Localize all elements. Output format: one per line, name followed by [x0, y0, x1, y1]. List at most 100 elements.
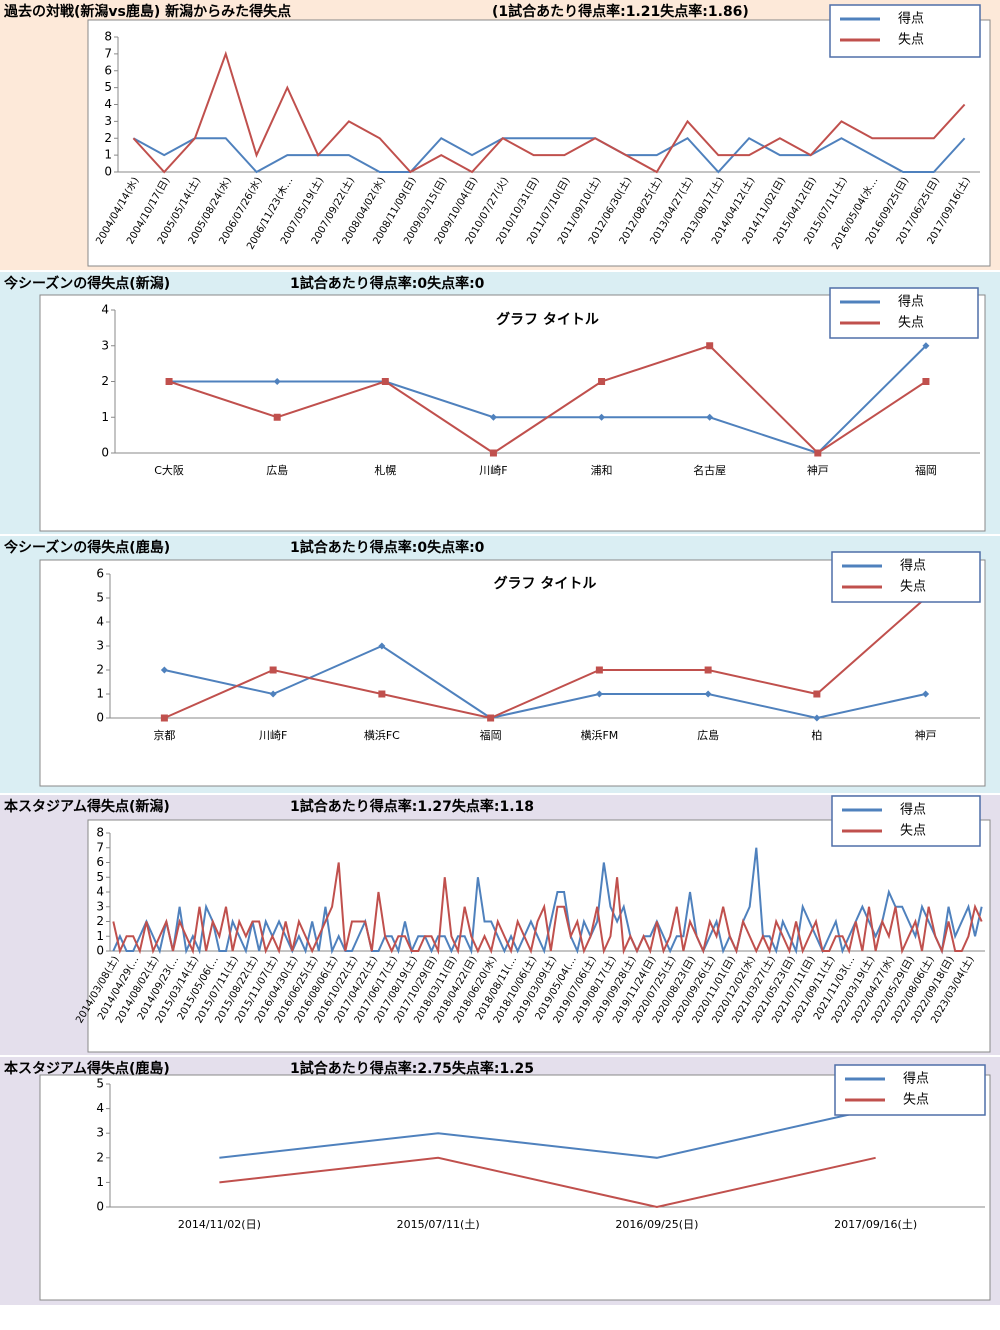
y-tick-label: 7	[96, 840, 104, 854]
y-tick-label: 4	[101, 303, 109, 317]
x-tick-label: 2017/09/16(土)	[834, 1218, 917, 1231]
section-title: 過去の対戦(新潟vs鹿島) 新潟からみた得失点	[3, 3, 291, 20]
legend-label: 失点	[903, 1093, 929, 1108]
y-tick-label: 2	[96, 663, 104, 677]
legend-label: 得点	[898, 294, 924, 310]
series-line	[219, 1156, 876, 1209]
rate-text: 1試合あたり得点率:2.75失点率:1.25	[290, 1060, 534, 1077]
x-tick-label: 京都	[153, 728, 175, 742]
y-tick-label: 1	[101, 410, 109, 424]
marker	[160, 714, 168, 722]
y-tick-label: 5	[96, 1077, 104, 1091]
x-tick-label: 横浜FM	[580, 728, 618, 742]
y-tick-label: 0	[96, 711, 104, 725]
marker	[269, 690, 277, 698]
x-tick-label: 神戸	[915, 728, 937, 742]
legend-label: 失点	[898, 33, 924, 48]
chart-area	[39, 559, 986, 787]
rate-text: 1試合あたり得点率:0失点率:0	[290, 275, 485, 292]
y-tick-label: 0	[96, 944, 104, 958]
section-title: 本スタジアム得失点(新潟)	[4, 798, 170, 815]
series-line	[219, 1107, 876, 1159]
section-title: 今シーズンの得失点(新潟)	[3, 275, 170, 292]
y-tick-label: 4	[96, 885, 104, 899]
series-line	[163, 597, 927, 720]
y-tick-label: 2	[104, 131, 112, 145]
marker	[813, 714, 821, 722]
marker	[273, 413, 281, 421]
y-tick-label: 2	[96, 1150, 104, 1164]
marker	[378, 690, 386, 698]
y-tick-label: 4	[96, 1101, 104, 1115]
legend-label: 得点	[900, 558, 926, 574]
legend	[829, 287, 979, 339]
chart-area	[39, 1074, 991, 1301]
rate-text: 1試合あたり得点率:0失点率:0	[290, 539, 485, 556]
marker	[378, 642, 386, 650]
x-tick-label: 横浜FC	[364, 728, 400, 742]
legend	[831, 551, 981, 603]
marker	[922, 690, 930, 698]
chart-area	[87, 19, 991, 267]
marker	[165, 378, 173, 385]
x-tick-label: 2015/07/11(土)	[397, 1218, 480, 1231]
y-tick-label: 0	[96, 1200, 104, 1214]
x-tick-label: 柏	[811, 728, 822, 742]
chart-area	[39, 294, 986, 532]
y-tick-label: 1	[96, 687, 104, 701]
x-tick-label: 川崎F	[259, 728, 287, 742]
y-tick-label: 6	[96, 855, 104, 869]
y-tick-label: 3	[104, 114, 112, 128]
series-line	[112, 847, 983, 955]
legend	[831, 795, 981, 847]
x-tick-label: 2016/09/25(日)	[615, 1218, 698, 1231]
y-tick-label: 4	[96, 615, 104, 629]
legend-label: 得点	[900, 802, 926, 818]
x-tick-label: 札幌	[374, 463, 396, 477]
legend-label: 失点	[900, 580, 926, 595]
legend-label: 得点	[898, 11, 924, 27]
x-tick-label: 2014/11/02(日)	[178, 1218, 261, 1231]
y-tick-label: 2	[101, 374, 109, 388]
series-line	[164, 644, 926, 720]
marker	[706, 413, 714, 421]
y-tick-label: 8	[104, 30, 112, 44]
y-tick-label: 5	[96, 591, 104, 605]
y-tick-label: 5	[104, 80, 112, 94]
y-tick-label: 1	[96, 929, 104, 943]
y-tick-label: 8	[96, 826, 104, 840]
y-tick-label: 1	[96, 1175, 104, 1189]
marker	[273, 378, 281, 385]
y-tick-label: 2	[96, 914, 104, 928]
series-line	[112, 862, 983, 955]
legend-label: 得点	[903, 1071, 929, 1087]
marker	[489, 413, 497, 421]
marker	[595, 690, 603, 698]
x-tick-label: 名古屋	[693, 463, 726, 477]
series-line	[132, 50, 966, 174]
marker	[704, 666, 712, 674]
y-tick-label: 6	[104, 63, 112, 77]
marker	[922, 378, 930, 385]
chart-title: グラフ タイトル	[494, 575, 597, 592]
marker	[487, 714, 495, 722]
section-title: 今シーズンの得失点(鹿島)	[3, 539, 170, 556]
marker	[381, 378, 389, 385]
legend-label: 失点	[898, 316, 924, 331]
y-tick-label: 6	[96, 567, 104, 581]
x-tick-label: 広島	[697, 728, 719, 742]
y-tick-label: 3	[96, 1126, 104, 1140]
section-title: 本スタジアム得失点(鹿島)	[4, 1060, 170, 1077]
legend-label: 失点	[900, 824, 926, 839]
series-line	[168, 344, 927, 455]
y-tick-label: 0	[104, 165, 112, 179]
chart-title: グラフ タイトル	[496, 311, 599, 328]
x-tick-label: 福岡	[915, 463, 937, 477]
y-tick-label: 3	[101, 338, 109, 352]
legend	[834, 1064, 986, 1116]
y-tick-label: 4	[104, 97, 112, 111]
marker	[598, 378, 606, 385]
y-tick-label: 7	[104, 46, 112, 60]
